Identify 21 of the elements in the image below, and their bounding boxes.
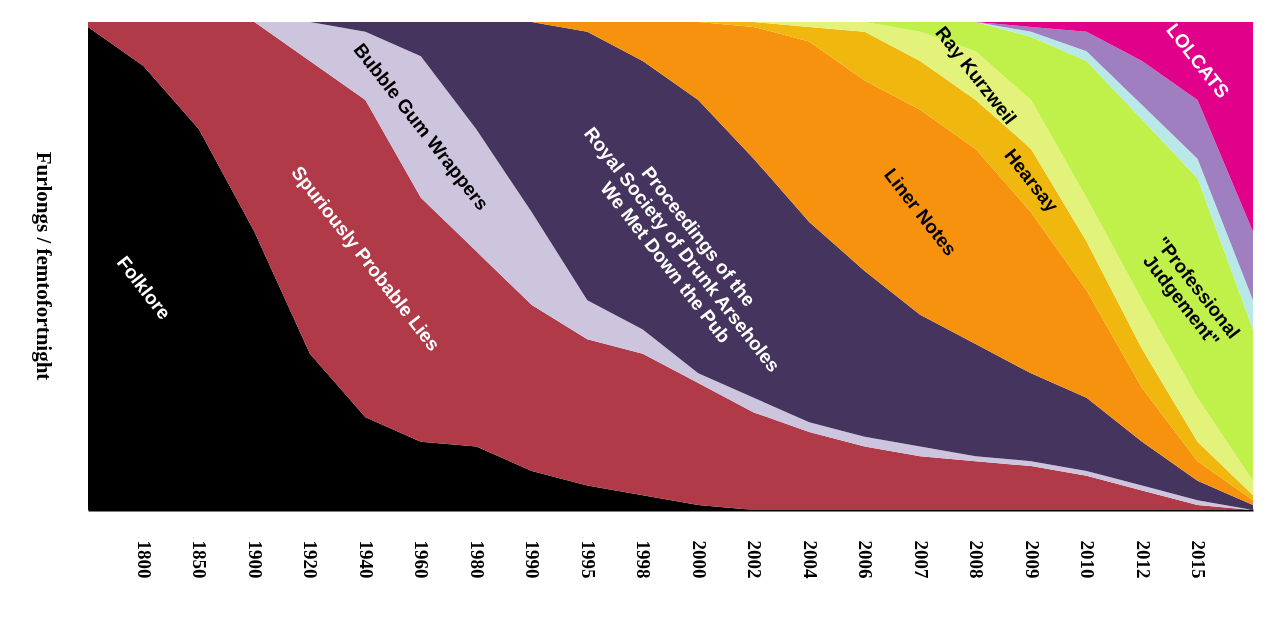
x-tick-label: 1998 (633, 540, 655, 579)
x-tick-label: 2000 (688, 540, 710, 579)
x-tick-label: 1800 (133, 540, 155, 579)
y-axis-title: Furlongs / femtofortnight (32, 151, 56, 381)
x-tick-label: 2010 (1077, 540, 1099, 579)
x-tick-label: 2015 (1188, 540, 1210, 579)
x-tick-label: 2007 (910, 540, 932, 579)
x-tick-label: 1990 (522, 540, 544, 579)
x-tick-label: 1995 (577, 540, 599, 579)
x-tick-label: 1920 (300, 540, 322, 579)
x-tick-label: 2002 (744, 540, 766, 579)
x-tick-label: 1980 (466, 540, 488, 579)
x-tick-label: 2008 (966, 540, 988, 579)
x-tick-label: 2009 (1021, 540, 1043, 579)
x-tick-label: 1850 (189, 540, 211, 579)
x-tick-label: 2006 (855, 540, 877, 579)
x-tick-label: 1900 (244, 540, 266, 579)
x-tick-label: 2004 (799, 540, 821, 579)
x-tick-label: 1940 (355, 540, 377, 579)
x-tick-label: 1960 (411, 540, 433, 579)
x-tick-label: 2012 (1132, 540, 1154, 579)
